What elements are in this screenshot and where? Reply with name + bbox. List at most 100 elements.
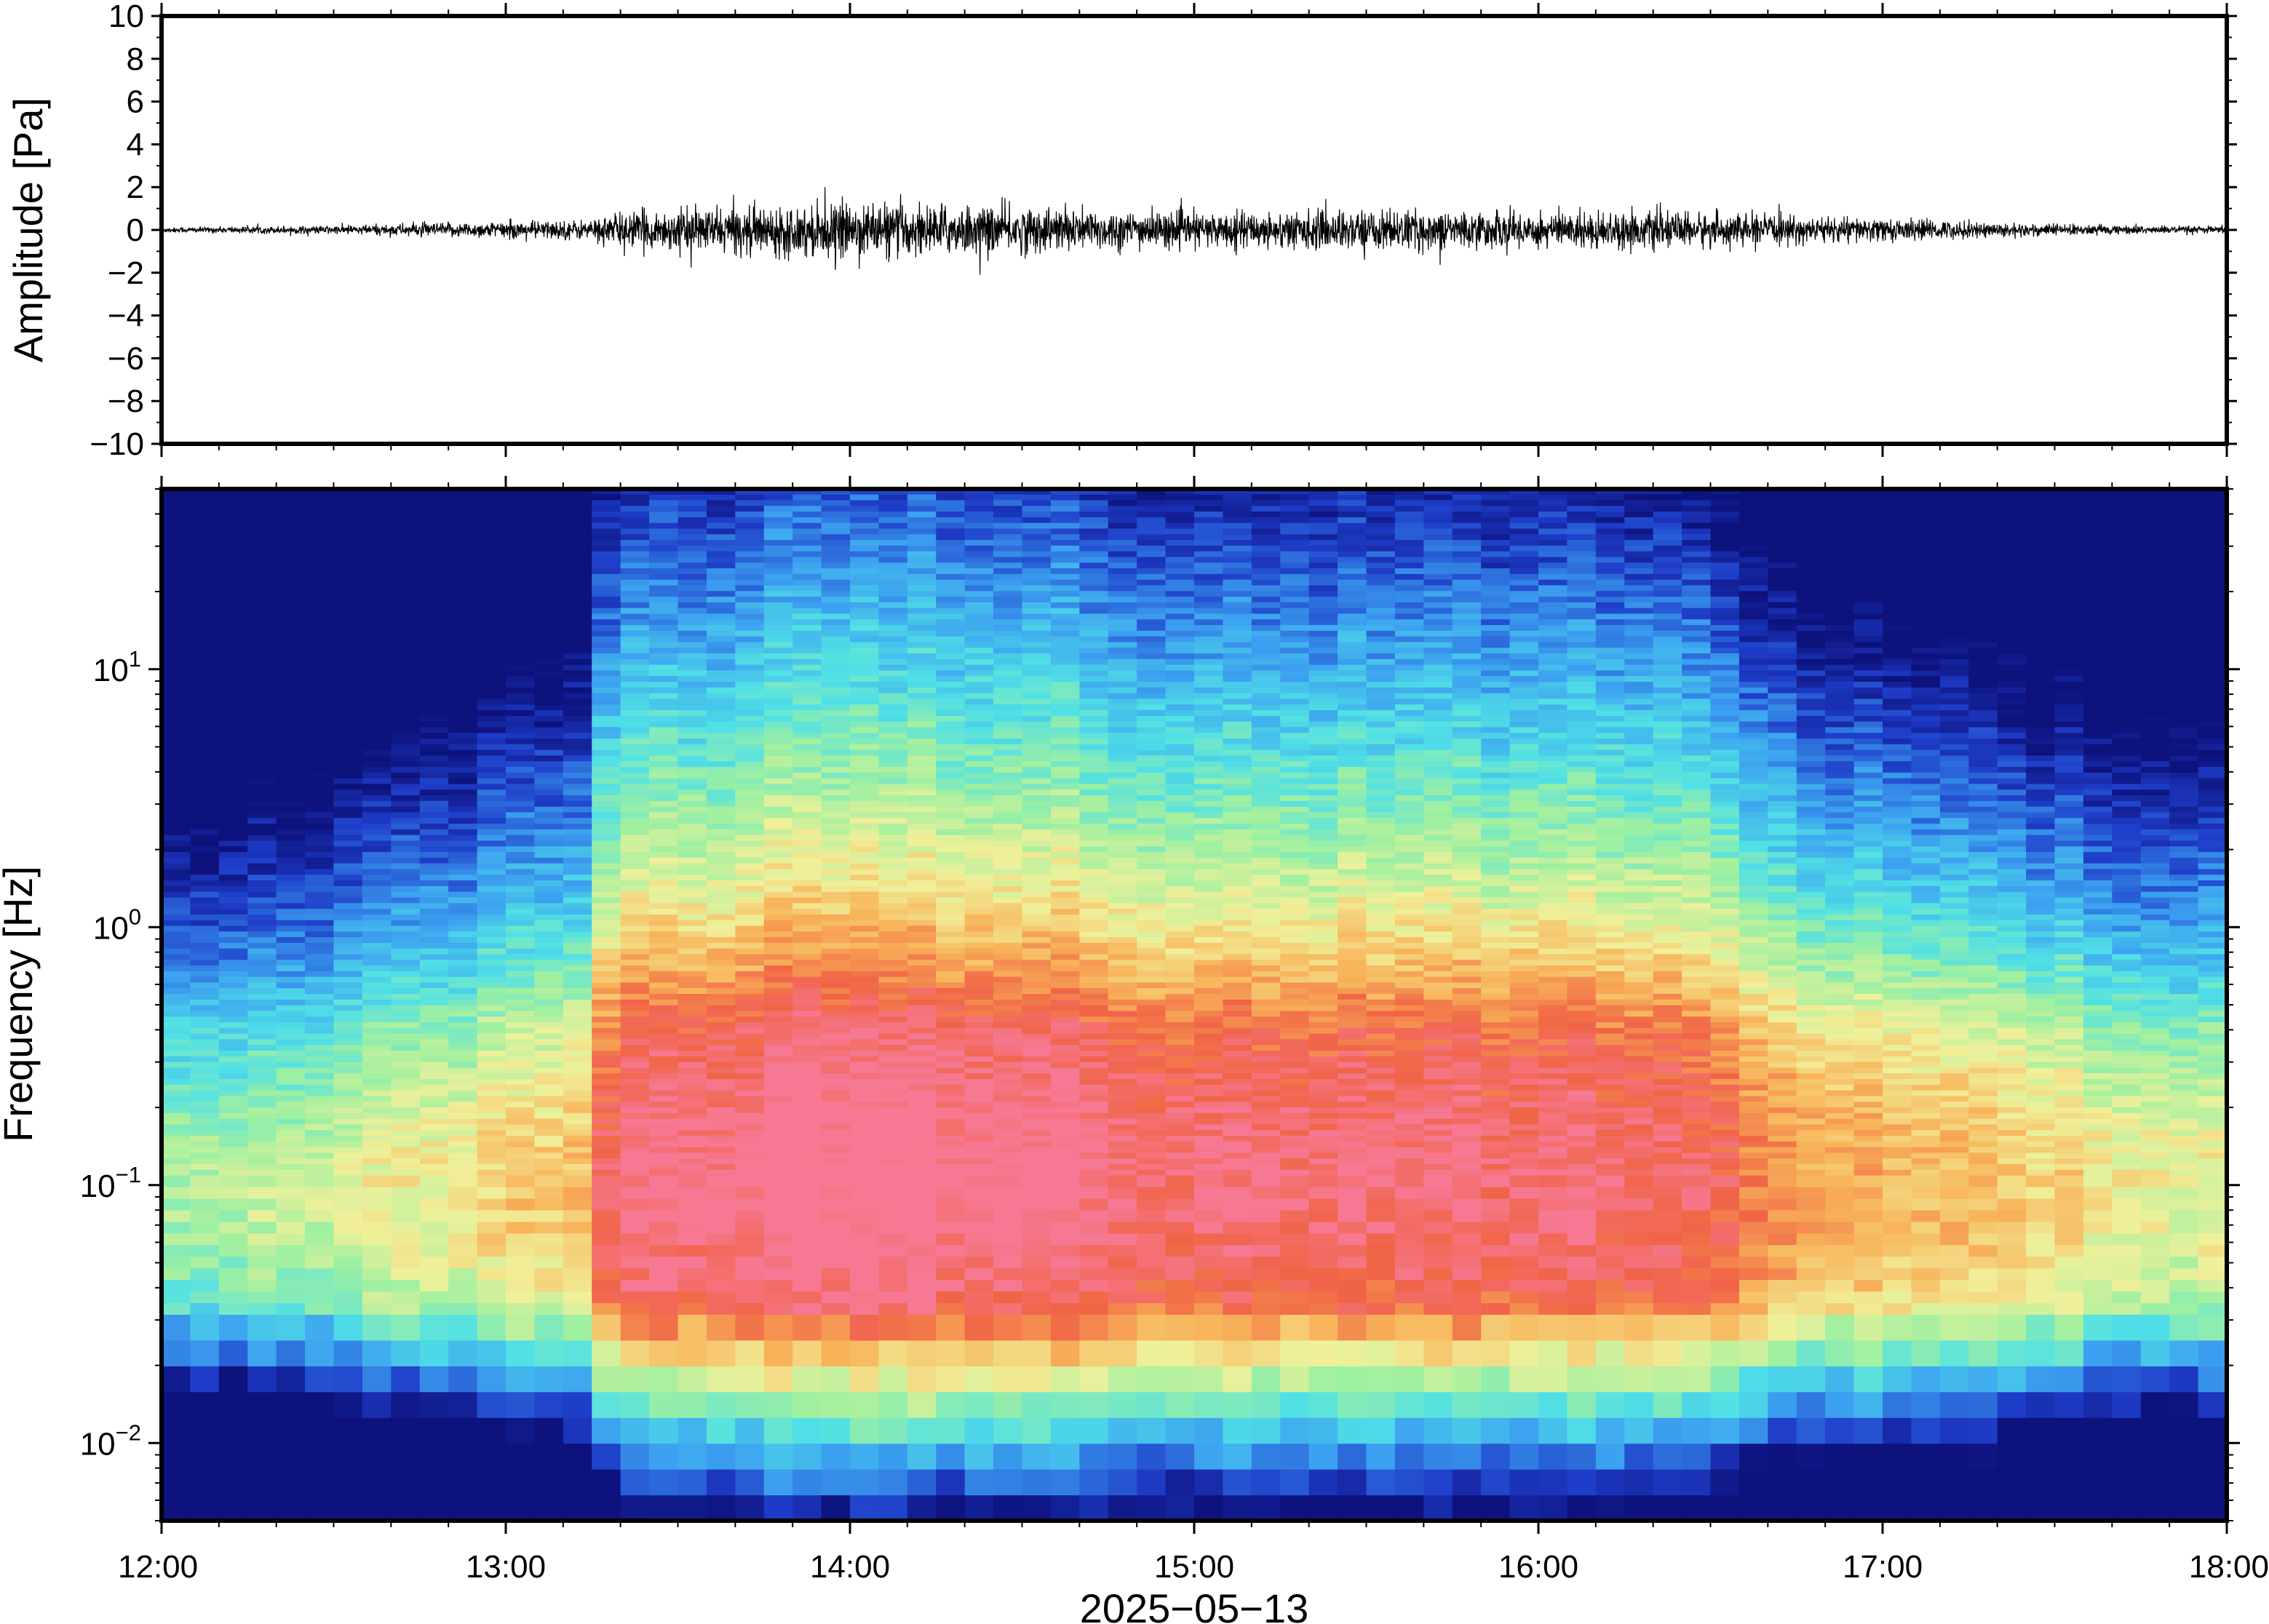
spectrogram-cell	[362, 845, 392, 853]
spectrogram-cell	[1137, 1221, 1167, 1234]
spectrogram-cell	[649, 1494, 679, 1521]
spectrogram-cell	[850, 517, 880, 523]
spectrogram-cell	[763, 936, 793, 943]
spectrogram-cell	[592, 857, 621, 864]
spectrogram-cell	[247, 1186, 277, 1199]
spectrogram-cell	[1022, 1279, 1052, 1292]
spectrogram-cell	[821, 902, 851, 909]
spectrogram-cell	[964, 1267, 994, 1281]
spectrogram-cell	[162, 738, 191, 744]
spectrogram-cell	[677, 579, 707, 586]
spectrogram-cell	[993, 1256, 1023, 1269]
spectrogram-cell	[477, 783, 506, 790]
spectrogram-cell	[677, 1107, 707, 1113]
spectrogram-cell	[1079, 1163, 1109, 1170]
spectrogram-cell	[534, 1141, 564, 1147]
spectrogram-cell	[735, 806, 765, 813]
spectrogram-cell	[850, 806, 880, 813]
spectrogram-cell	[162, 851, 191, 858]
spectrogram-cell	[821, 1044, 851, 1051]
spectrogram-cell	[534, 749, 564, 756]
spectrogram-cell	[218, 1005, 248, 1011]
spectrogram-cell	[735, 1044, 765, 1051]
spectrogram-cell	[448, 845, 478, 853]
spectrogram-cell	[821, 1027, 851, 1034]
spectrogram-cell	[763, 738, 793, 744]
spectrogram-cell	[218, 925, 248, 932]
spectrogram-cell	[506, 658, 536, 665]
spectrogram-cell	[649, 669, 679, 677]
spectrogram-cell	[763, 1494, 793, 1521]
spectrogram-cell	[305, 931, 335, 938]
spectrogram-cell	[706, 1141, 736, 1147]
spectrogram-cell	[247, 1135, 277, 1142]
spectrogram-cell	[792, 1186, 822, 1199]
spectrogram-cell	[620, 891, 650, 898]
spectrogram-cell	[993, 1209, 1023, 1222]
spectrogram-cell	[276, 931, 306, 938]
spectrogram-cell	[1079, 562, 1109, 569]
spectrogram-cell	[218, 608, 248, 614]
spectrogram-cell	[936, 982, 966, 989]
spectrogram-cell	[592, 1095, 621, 1102]
spectrogram-cell	[792, 1032, 822, 1040]
spectrogram-cell	[706, 1038, 736, 1046]
spectrogram-cell	[677, 551, 707, 557]
spectrogram-cell	[1022, 1129, 1052, 1136]
spectrogram-cell	[190, 1443, 220, 1470]
spectrogram-cell	[162, 896, 191, 904]
spectrogram-cell	[391, 760, 421, 768]
spectrogram-cell	[477, 965, 506, 971]
spectrogram-cell	[1108, 891, 1137, 898]
spectrogram-cell	[620, 908, 650, 915]
spectrogram-cell	[677, 1198, 707, 1211]
spectrogram-cell	[534, 931, 564, 938]
spectrogram-cell	[1022, 669, 1052, 677]
spectrogram-cell	[620, 942, 650, 949]
spectrogram-cell	[305, 568, 335, 574]
spectrogram-cell	[563, 976, 592, 983]
spectrogram-cell	[506, 902, 536, 909]
spectrogram-cell	[506, 545, 536, 552]
spectrogram-cell	[190, 630, 220, 637]
spectrogram-cell	[1079, 1233, 1109, 1246]
spectrogram-cell	[850, 647, 880, 654]
spectrogram-cell	[1108, 755, 1137, 762]
spectrogram-cell	[850, 533, 880, 541]
spectrogram-cell	[190, 959, 220, 966]
spectrogram-cell	[333, 835, 363, 841]
spectrogram-cell	[419, 494, 449, 501]
spectrogram-cell	[706, 811, 736, 819]
spectrogram-cell	[735, 874, 765, 881]
spectrogram-cell	[247, 551, 277, 557]
spectrogram-cell	[907, 851, 937, 858]
spectrogram-cell	[276, 687, 306, 693]
spectrogram-cell	[534, 556, 564, 563]
spectrogram-cell	[993, 744, 1023, 750]
spectrogram-cell	[333, 675, 363, 682]
spectrogram-cell	[706, 630, 736, 637]
spectrogram-cell	[276, 1095, 306, 1102]
spectrogram-cell	[362, 1072, 392, 1079]
spectrogram-cell	[333, 721, 363, 728]
spectrogram-cell	[649, 1112, 679, 1119]
spectrogram-cell	[1050, 1044, 1080, 1051]
spectrogram-cell	[1022, 1118, 1052, 1125]
spectrogram-cell	[1022, 868, 1052, 875]
spectrogram-cell	[964, 1032, 994, 1040]
spectrogram-cell	[218, 1267, 248, 1281]
spectrogram-cell	[247, 715, 277, 722]
spectrogram-cell	[677, 1417, 707, 1444]
spectrogram-cell	[735, 568, 765, 574]
spectrogram-cell	[1108, 1302, 1137, 1315]
spectrogram-cell	[190, 823, 220, 829]
spectrogram-cell	[276, 1050, 306, 1056]
spectrogram-cell	[563, 693, 592, 699]
spectrogram-cell	[218, 880, 248, 886]
spectrogram-cell	[563, 868, 592, 875]
spectrogram-cell	[1079, 687, 1109, 693]
spectrogram-cell	[1050, 1061, 1080, 1068]
spectrogram-cell	[936, 1095, 966, 1102]
spectrogram-cell	[162, 772, 191, 779]
spectrogram-cell	[218, 1186, 248, 1199]
